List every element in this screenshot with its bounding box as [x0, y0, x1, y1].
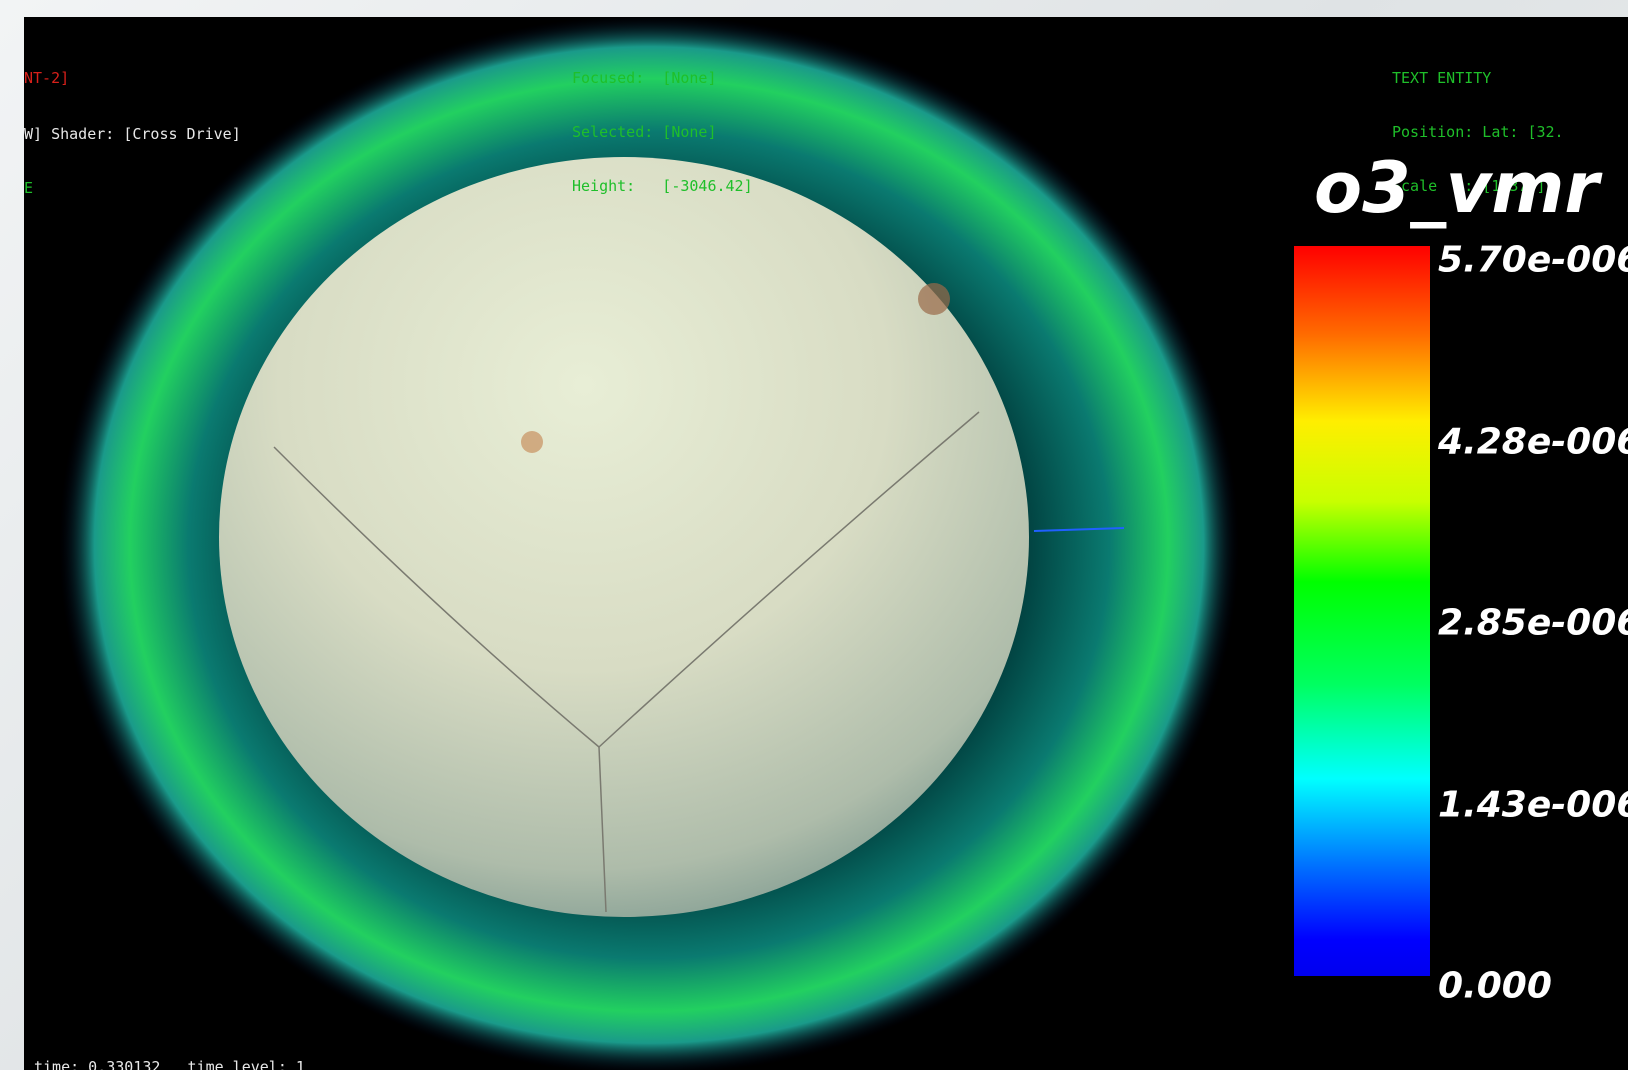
- colorbar: [1294, 246, 1430, 976]
- hud-text: W] Shader: [Cross Drive]: [24, 125, 241, 143]
- hud-text: NT-2]: [24, 69, 70, 87]
- grid-line: [273, 411, 980, 748]
- hud-text: Height: [-3046.42]: [572, 177, 753, 195]
- viewport: NT-2] W] Shader: [Cross Drive] E Focused…: [24, 17, 1628, 1070]
- hud-bottom: time: 0.330132 time_level: 1: [34, 1058, 305, 1070]
- hud-text: Focused: [None]: [572, 69, 717, 87]
- crater: [521, 431, 543, 453]
- colorbar-title: o3_vmr: [1314, 147, 1599, 229]
- scene: [59, 17, 1239, 1070]
- grid-line: [598, 746, 607, 913]
- colorbar-label: 1.43e-006: [1438, 784, 1628, 825]
- hud-top-left: NT-2] W] Shader: [Cross Drive] E: [24, 33, 241, 233]
- colorbar-label: 5.70e-006: [1438, 239, 1628, 281]
- colorbar-label: 4.28e-006: [1438, 421, 1628, 462]
- crater: [918, 283, 950, 315]
- hud-text: E: [24, 179, 34, 197]
- probe-line: [1033, 527, 1125, 532]
- hud-text: Position: Lat: [32.: [1392, 123, 1564, 141]
- colorbar-label: 2.85e-006: [1438, 602, 1628, 644]
- hud-text: TEXT ENTITY: [1392, 69, 1492, 87]
- hud-top-center: Focused: [None] Selected: [None] Height:…: [572, 33, 753, 231]
- hud-text: Scale : [1.374]: [1392, 177, 1546, 195]
- colorbar-label: 0.000: [1438, 965, 1552, 1007]
- hud-top-right: TEXT ENTITY Position: Lat: [32. Scale : …: [1392, 33, 1564, 231]
- hud-text: Selected: [None]: [572, 123, 717, 141]
- globe: [219, 157, 1029, 917]
